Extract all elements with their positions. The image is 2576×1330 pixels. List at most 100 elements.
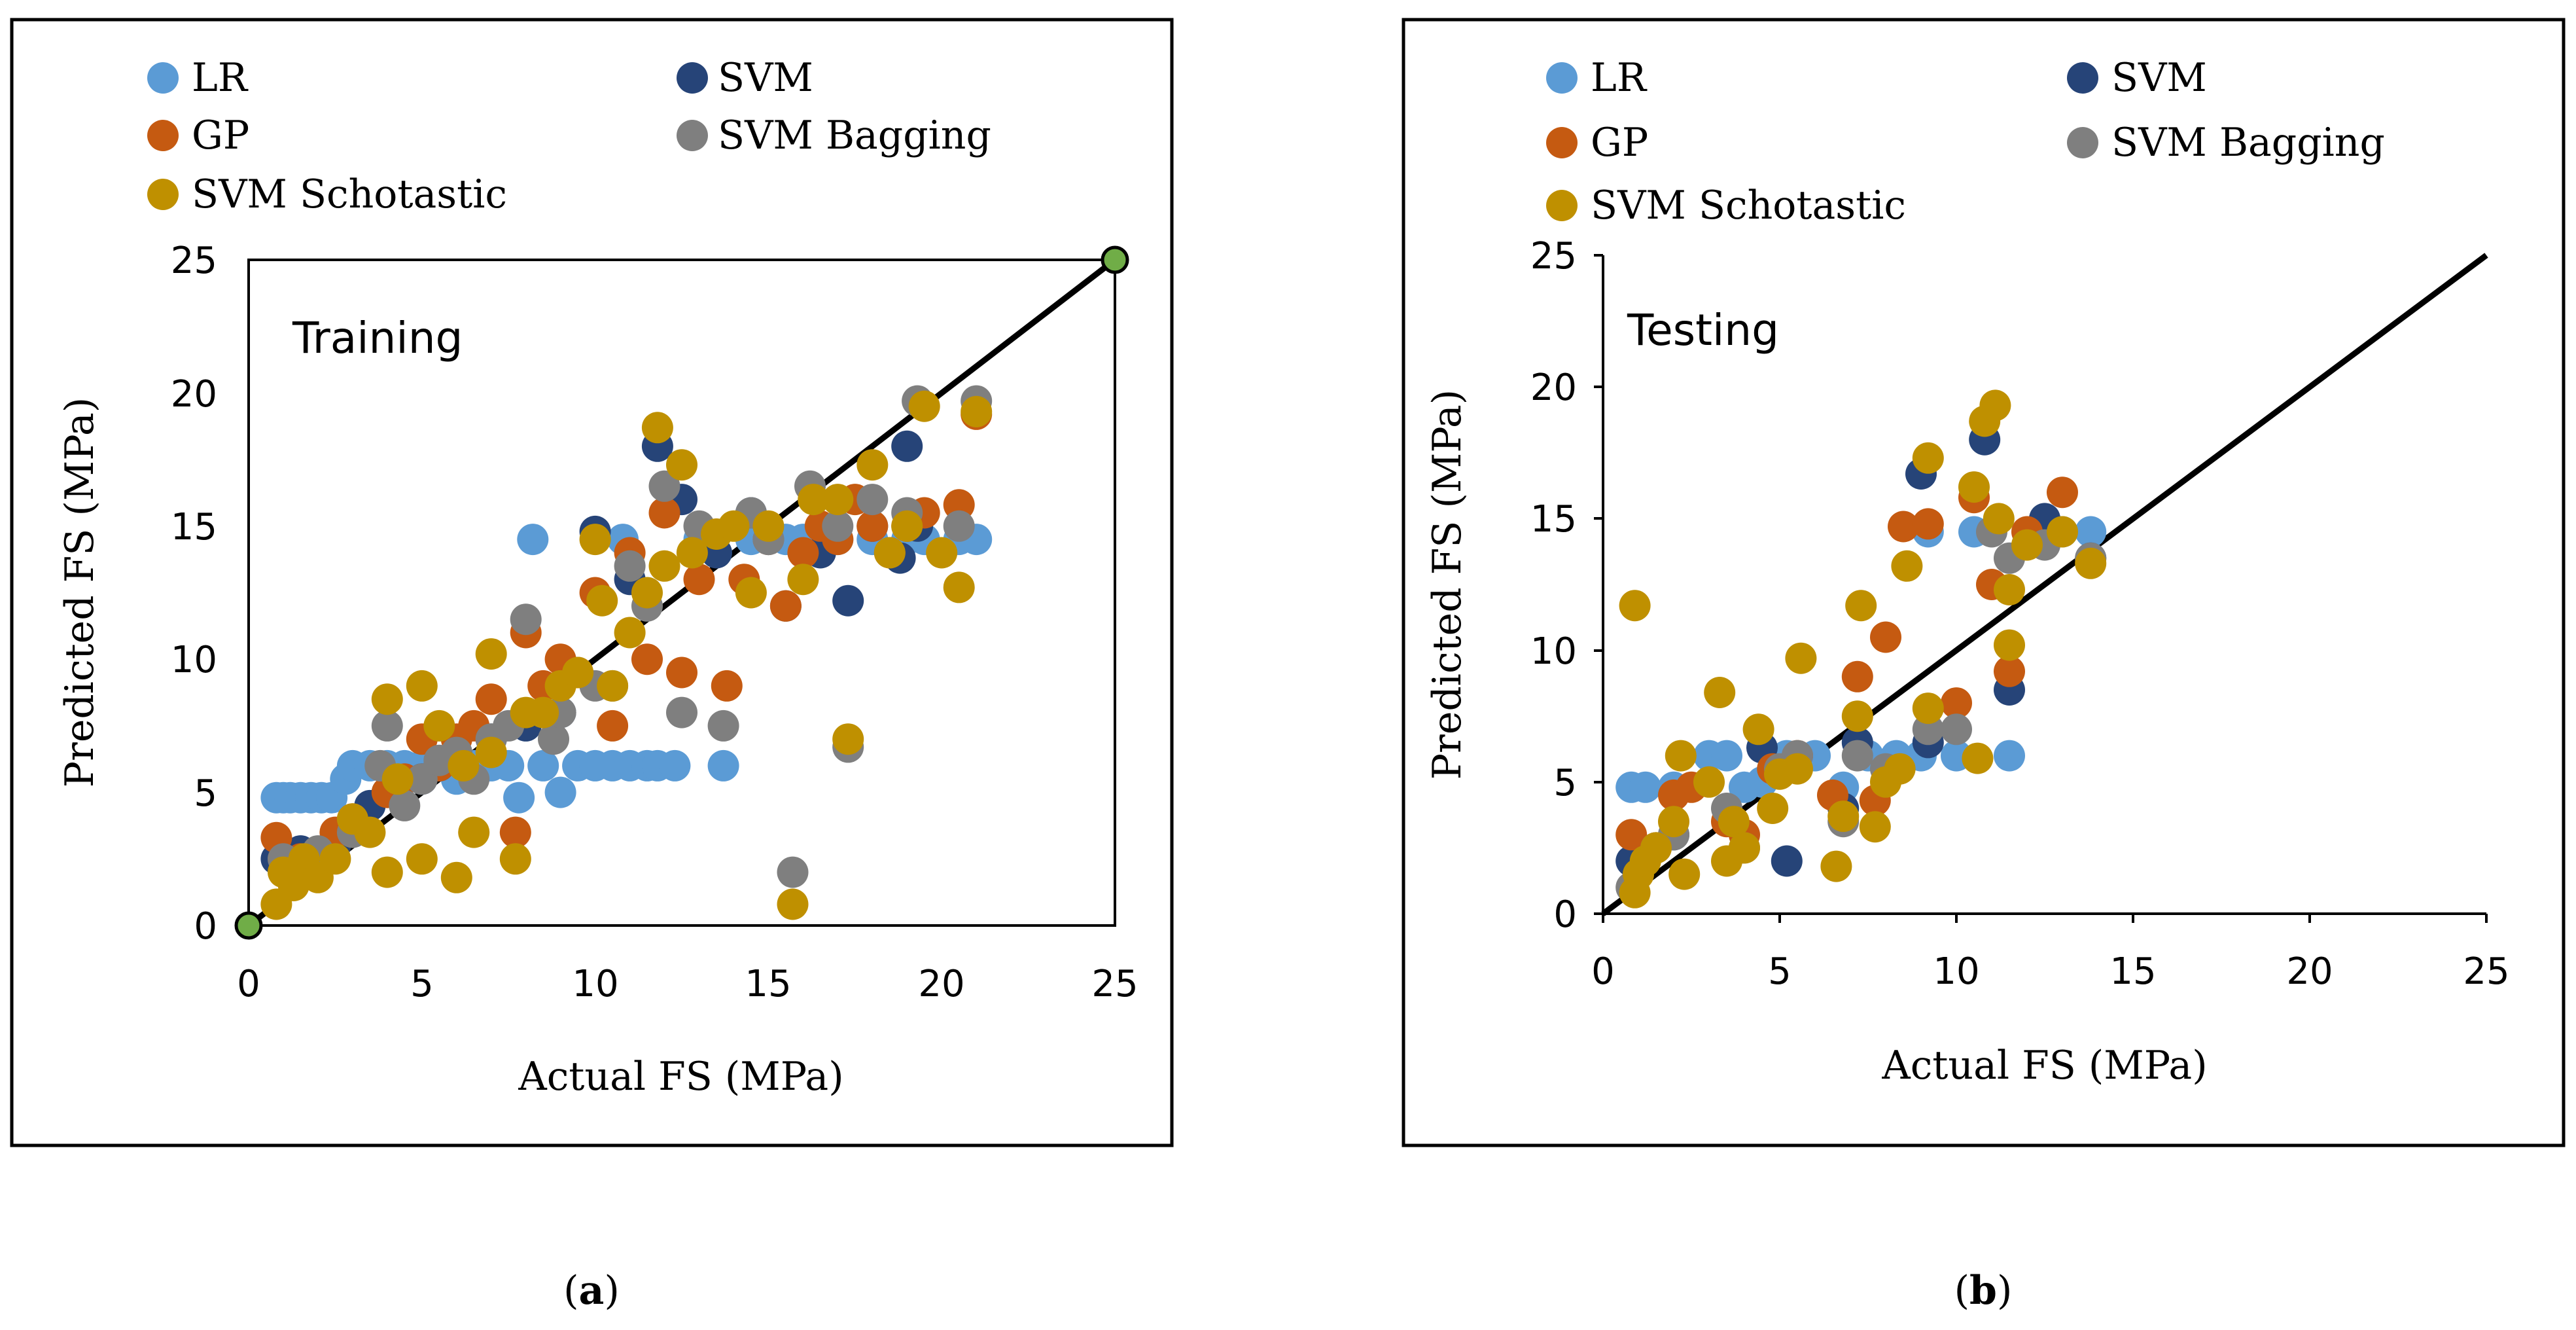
point-svm-schotastic — [648, 550, 680, 582]
point-svm-schotastic — [499, 843, 531, 875]
x-axis-title-a: Actual FS (MPa) — [518, 1054, 843, 1100]
point-gp — [475, 683, 507, 715]
point-svm-schotastic — [1785, 642, 1817, 674]
point-gp — [1912, 508, 1944, 540]
point-svm-schotastic — [406, 670, 438, 702]
legend-item-svm-schotastic: SVM Schotastic — [147, 171, 507, 217]
point-svm-schotastic — [735, 577, 767, 609]
x-axis-title-b: Actual FS (MPa) — [1881, 1043, 2207, 1088]
point-svm-schotastic — [527, 696, 559, 728]
point-svm-bagging — [777, 856, 809, 888]
point-svm-schotastic — [1979, 389, 2011, 422]
annotation-training: Training — [292, 313, 463, 363]
point-svm-schotastic — [1704, 677, 1736, 708]
point-lr — [1629, 771, 1661, 803]
point-svm-schotastic — [2075, 547, 2107, 579]
point-svm-schotastic — [1912, 442, 1944, 474]
point-lr — [1711, 740, 1742, 772]
point-svm-bagging — [666, 696, 697, 728]
point-gp — [2047, 476, 2078, 509]
legend-item-svm-bagging: SVM Bagging — [2067, 120, 2385, 166]
legend-label-svm-bagging: SVM Bagging — [718, 113, 991, 158]
point-svm-schotastic — [579, 524, 611, 556]
annotation-testing: Testing — [1627, 305, 1779, 355]
point-svm-schotastic — [354, 816, 386, 848]
y-tick-label: 0 — [194, 905, 217, 948]
point-svm-schotastic — [1668, 858, 1701, 890]
point-svm-schotastic — [614, 617, 646, 649]
point-svm-schotastic — [381, 763, 414, 795]
point-gp — [1941, 687, 1972, 719]
point-svm-schotastic — [1757, 793, 1789, 824]
point-gp — [631, 643, 663, 675]
point-svm-schotastic — [832, 723, 864, 755]
y-tick-label: 10 — [171, 639, 217, 681]
point-svm — [1771, 845, 1803, 877]
panel-captions: (a) (b) — [563, 1268, 2012, 1314]
reference-line-b — [1601, 253, 2488, 916]
point-svm-schotastic — [371, 856, 403, 888]
point-svm-schotastic — [458, 816, 490, 848]
x-tick-label: 20 — [918, 963, 964, 1005]
point-svm-schotastic — [277, 870, 309, 901]
point-svm-schotastic — [1859, 811, 1891, 843]
y-tick-label: 5 — [194, 772, 217, 815]
point-lr — [707, 749, 739, 782]
point-svm-bagging — [538, 723, 569, 755]
point-svm-schotastic — [1640, 832, 1672, 864]
point-svm-schotastic — [1820, 850, 1852, 882]
point-svm-bagging — [1941, 713, 1972, 746]
legend-label-svm-schotastic: SVM Schotastic — [1591, 183, 1906, 228]
caption-b: (b) — [1954, 1268, 2013, 1314]
x-tick-label: 0 — [1591, 950, 1615, 993]
point-svm-schotastic — [586, 584, 618, 617]
point-svm-schotastic — [1958, 471, 1990, 503]
point-svm-schotastic — [1729, 832, 1760, 864]
legend-item-gp: GP — [1546, 120, 1648, 166]
point-svm — [832, 584, 864, 617]
point-svm-schotastic — [1983, 503, 2015, 535]
point-svm-bagging — [943, 510, 975, 542]
point-gp — [1615, 819, 1648, 851]
point-gp — [666, 656, 697, 689]
point-svm-schotastic — [371, 683, 403, 715]
legend-item-lr: LR — [147, 55, 249, 101]
legend-item-gp: GP — [147, 113, 249, 158]
caption-b-letter: b — [1969, 1268, 1997, 1314]
panel-b: LR SVM GP SVM Bagging SVM Schotastic — [1402, 18, 2566, 1147]
legend-label-svm-schotastic: SVM Schotastic — [192, 171, 507, 217]
point-svm-bagging — [1841, 740, 1873, 772]
x-tick-label: 5 — [410, 963, 434, 1005]
point-svm-schotastic — [1619, 590, 1651, 622]
point-svm-schotastic — [475, 736, 507, 768]
point-gp — [499, 816, 531, 848]
point-svm-schotastic — [406, 843, 438, 875]
point-svm-schotastic — [676, 537, 708, 569]
point-svm-schotastic — [1994, 629, 2025, 661]
point-svm-bagging — [648, 470, 680, 502]
point-svm-schotastic — [440, 861, 472, 893]
point-lr — [1994, 740, 2025, 772]
point-svm-schotastic — [1782, 753, 1813, 785]
point-svm-bagging — [707, 710, 739, 742]
point-svm-schotastic — [752, 510, 785, 542]
x-tick-label: 15 — [745, 963, 791, 1005]
points-a — [260, 385, 993, 920]
point-gp — [787, 537, 819, 569]
point-svm-schotastic — [631, 577, 663, 609]
point-svm-schotastic — [1962, 742, 1994, 774]
panel-a: LR SVM GP SVM Bagging SVM Schotastic — [10, 18, 1174, 1147]
point-svm-bagging — [856, 484, 889, 516]
point-svm-schotastic — [926, 537, 958, 569]
x-tick-label: 10 — [1933, 950, 1979, 993]
y-tick-label: 5 — [1553, 762, 1577, 804]
legend-marker-lr — [1546, 62, 1578, 94]
point-svm-schotastic — [666, 449, 697, 481]
legend-marker-svm-bagging — [2067, 127, 2098, 158]
x-tickmarks-b — [1602, 914, 2488, 923]
point-lr — [544, 776, 576, 808]
point-svm-bagging — [371, 710, 403, 742]
point-gp — [769, 590, 802, 622]
point-svm-schotastic — [448, 749, 480, 782]
legend-marker-svm-bagging — [677, 120, 708, 151]
